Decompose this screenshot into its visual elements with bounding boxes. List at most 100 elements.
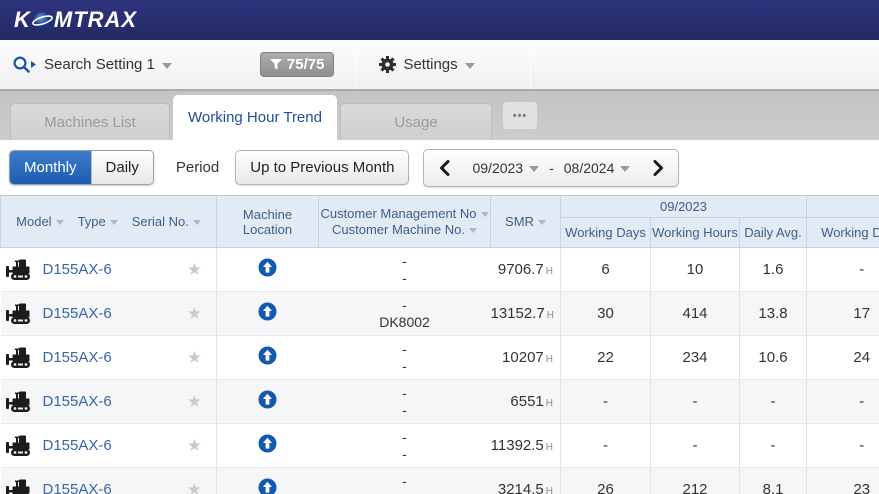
up-to-previous-month-button[interactable]: Up to Previous Month	[235, 150, 410, 185]
tab-label: Working Hour Trend	[188, 109, 322, 126]
search-setting-dropdown[interactable]: Search Setting 1	[0, 55, 172, 74]
smr-value: 3214.5	[497, 481, 544, 494]
machine-location-icon[interactable]	[258, 302, 277, 321]
serial-header-label[interactable]: Serial No.	[131, 214, 189, 229]
period-end-dropdown[interactable]: 08/2024	[556, 160, 639, 176]
sort-icon[interactable]	[109, 220, 118, 225]
model-link[interactable]: D155AX-6	[42, 261, 112, 278]
komtrax-logo: K MTRAX	[14, 7, 137, 33]
customer-management-no: -	[402, 428, 407, 445]
more-tabs-button[interactable]: •••	[503, 102, 537, 129]
smr-unit: H	[545, 398, 553, 409]
toolbar: Search Setting 1 75/75 Settings	[0, 40, 879, 90]
working-hours-value: 10	[650, 247, 740, 292]
favorite-star-icon[interactable]: ★	[186, 479, 202, 494]
settings-label: Settings	[403, 56, 458, 73]
model-link[interactable]: D155AX-6	[42, 349, 112, 366]
settings-dropdown[interactable]: Settings	[379, 56, 475, 73]
table-row: D155AX-6 ★ - - 11392.5 H - - - -	[0, 423, 879, 468]
sort-icon[interactable]	[480, 212, 489, 217]
daily-avg-value: 10.6	[739, 335, 807, 380]
model-link[interactable]: D155AX-6	[42, 437, 112, 454]
gear-icon	[379, 56, 397, 73]
column-header-daily-avg: Daily Avg.	[739, 217, 807, 248]
tab-usage[interactable]: Usage	[340, 103, 492, 140]
smr-value: 13152.7	[490, 305, 545, 322]
machine-location-icon[interactable]	[258, 390, 277, 409]
period-start-dropdown[interactable]: 09/2023	[464, 160, 547, 176]
sort-icon[interactable]	[55, 220, 64, 225]
column-header-machine[interactable]: Model Type Serial No.	[0, 195, 217, 248]
working-days-value: -	[560, 423, 651, 468]
smr-unit: H	[546, 310, 554, 321]
toolbar-divider	[356, 40, 358, 89]
daily-button[interactable]: Daily	[90, 151, 153, 184]
machine-location-icon[interactable]	[258, 258, 277, 277]
smr-value: 11392.5	[490, 437, 544, 454]
machine-location-icon[interactable]	[258, 478, 277, 494]
smr-unit: H	[545, 486, 553, 494]
column-header-smr[interactable]: SMR	[490, 195, 561, 248]
customer-machine-no: DK8002	[379, 313, 430, 330]
interval-toggle: Monthly Daily	[9, 150, 154, 185]
column-header-working-days: Working Days	[560, 217, 651, 248]
working-days-value: 22	[560, 335, 651, 380]
column-header-next-working-days: Working Days	[806, 217, 879, 248]
filter-count-value: 75/75	[286, 56, 325, 73]
column-header-working-hours: Working Hours	[650, 217, 740, 248]
filter-count-badge[interactable]: 75/75	[259, 52, 335, 77]
previous-period-button[interactable]	[424, 150, 464, 186]
app-header: K MTRAX	[0, 0, 879, 40]
model-link[interactable]: D155AX-6	[42, 393, 112, 410]
daily-label: Daily	[105, 159, 139, 176]
working-days-value: 30	[560, 291, 651, 336]
table-body: D155AX-6 ★ - - 9706.7 H 6 10 1.6 -	[0, 247, 879, 494]
column-header-customer[interactable]: Customer Management No Customer Machine …	[318, 195, 491, 248]
next-working-days-value: 23	[806, 467, 879, 494]
model-header-label[interactable]: Model	[16, 214, 52, 229]
period-range-selector: 09/2023 - 08/2024	[423, 148, 680, 187]
customer-machine-no: -	[402, 401, 407, 418]
sort-icon[interactable]	[537, 220, 546, 225]
search-setting-label: Search Setting 1	[44, 56, 155, 73]
monthly-button[interactable]: Monthly	[10, 151, 91, 184]
favorite-star-icon[interactable]: ★	[186, 435, 202, 455]
chevron-down-icon	[529, 165, 540, 172]
model-link[interactable]: D155AX-6	[42, 481, 112, 494]
working-hours-value: 234	[650, 335, 740, 380]
type-header-label[interactable]: Type	[77, 214, 106, 229]
bulldozer-icon	[5, 259, 30, 280]
favorite-star-icon[interactable]: ★	[186, 391, 202, 411]
smr-value: 10207	[502, 349, 544, 366]
daily-avg-value: 8.1	[739, 467, 807, 494]
machine-location-icon[interactable]	[258, 346, 277, 365]
customer-management-no: -	[402, 340, 407, 357]
machine-location-icon[interactable]	[258, 434, 277, 453]
sort-icon[interactable]	[192, 220, 201, 225]
month-group-header: 09/2023	[560, 195, 807, 218]
daily-avg-value: 13.8	[739, 291, 807, 336]
table-row: D155AX-6 ★ - - 9706.7 H 6 10 1.6 -	[0, 247, 879, 292]
customer-management-no: -	[402, 252, 407, 269]
next-working-days-value: -	[806, 247, 879, 292]
working-hours-value: 414	[650, 291, 740, 336]
next-working-days-value: -	[806, 423, 879, 468]
tab-machines-list[interactable]: Machines List	[10, 103, 170, 140]
tab-working-hour-trend[interactable]: Working Hour Trend	[173, 95, 337, 140]
smr-value: 9706.7	[497, 261, 544, 278]
sort-icon[interactable]	[468, 228, 477, 233]
next-month-group-header	[806, 195, 879, 218]
smr-unit: H	[545, 266, 553, 277]
working-hour-trend-table: Model Type Serial No. Machine Location C…	[0, 195, 879, 494]
globe-icon	[32, 11, 53, 29]
chevron-down-icon	[620, 165, 631, 172]
next-working-days-value: 24	[806, 335, 879, 380]
model-link[interactable]: D155AX-6	[42, 305, 112, 322]
tab-label: Usage	[394, 113, 438, 131]
favorite-star-icon[interactable]: ★	[186, 259, 202, 279]
next-period-button[interactable]	[638, 150, 678, 186]
favorite-star-icon[interactable]: ★	[186, 303, 202, 323]
working-days-value: -	[560, 379, 651, 424]
customer-management-no: -	[402, 384, 407, 401]
favorite-star-icon[interactable]: ★	[186, 347, 202, 367]
